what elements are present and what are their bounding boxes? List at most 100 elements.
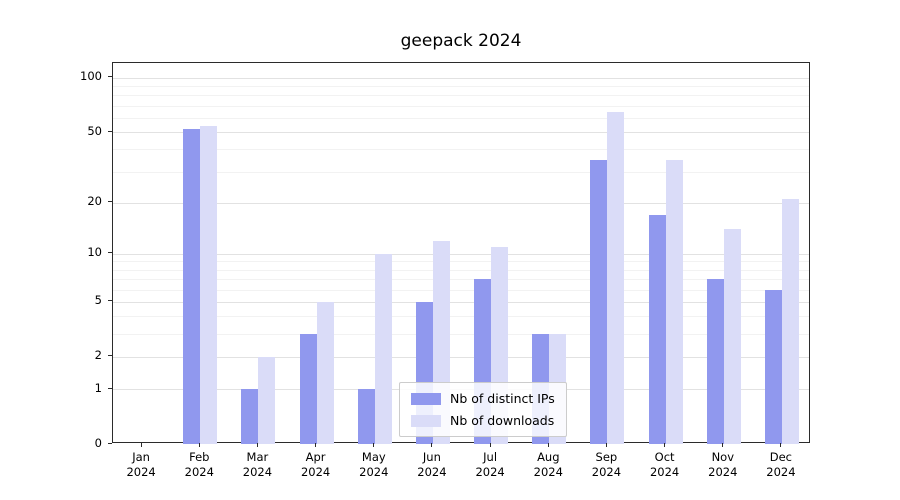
x-tick-month: Sep xyxy=(595,450,618,464)
x-tick-label: Jan 2024 xyxy=(111,450,171,480)
x-tick-label: Nov 2024 xyxy=(693,450,753,480)
bar-downloads-dec xyxy=(781,198,799,444)
x-tick-year: 2024 xyxy=(126,465,156,479)
x-tick-label: Sep 2024 xyxy=(576,450,636,480)
x-tick-month: Mar xyxy=(246,450,269,464)
x-tick-year: 2024 xyxy=(533,465,563,479)
legend-label-distinct-ips: Nb of distinct IPs xyxy=(450,391,555,406)
x-tick-mark xyxy=(547,443,549,447)
x-tick-mark xyxy=(431,443,433,447)
bar-downloads-apr xyxy=(316,301,334,444)
bar-downloads-feb xyxy=(200,126,218,444)
x-tick-label: May 2024 xyxy=(344,450,404,480)
gridline-minor xyxy=(113,334,809,336)
x-tick-label: Feb 2024 xyxy=(169,450,229,480)
chart-title: geepack 2024 xyxy=(400,31,522,51)
bar-downloads-nov xyxy=(723,229,741,444)
plot-area: Nb of distinct IPs Nb of downloads xyxy=(112,62,810,444)
x-tick-year: 2024 xyxy=(242,465,273,479)
x-tick-month: Nov xyxy=(711,450,735,464)
bar-distinct-ips-nov xyxy=(706,279,724,444)
y-tick-label: 2 xyxy=(94,348,102,363)
bar-distinct-ips-oct xyxy=(648,214,666,444)
x-tick-month: Oct xyxy=(654,450,675,464)
y-tick-label: 100 xyxy=(80,69,102,84)
x-tick-month: Jul xyxy=(483,450,498,464)
x-tick-month: Aug xyxy=(537,450,560,464)
legend-item-distinct-ips: Nb of distinct IPs xyxy=(411,391,555,406)
gridline-minor xyxy=(113,117,809,119)
y-tick-mark xyxy=(108,201,112,203)
x-tick-mark xyxy=(664,443,666,447)
y-tick-label: 5 xyxy=(94,293,102,308)
y-tick-mark xyxy=(108,300,112,302)
y-tick-label: 1 xyxy=(94,380,102,395)
x-tick-month: Jun xyxy=(422,450,441,464)
legend-label-downloads: Nb of downloads xyxy=(450,413,555,428)
x-tick-label: Mar 2024 xyxy=(227,450,287,480)
y-tick-mark xyxy=(108,355,112,357)
x-tick-year: 2024 xyxy=(475,465,505,479)
gridline xyxy=(113,202,809,204)
x-tick-mark xyxy=(722,443,724,447)
x-tick-year: 2024 xyxy=(184,465,214,479)
gridline xyxy=(113,77,809,79)
x-tick-label: Aug 2024 xyxy=(518,450,578,480)
x-tick-label: Apr 2024 xyxy=(286,450,346,480)
bar-distinct-ips-may xyxy=(357,389,375,444)
bar-distinct-ips-mar xyxy=(241,389,259,444)
x-tick-month: Jan xyxy=(132,450,150,464)
gridline-minor xyxy=(113,289,809,291)
gridline-minor xyxy=(113,86,809,88)
gridline xyxy=(113,132,809,134)
x-tick-mark xyxy=(780,443,782,447)
x-tick-mark xyxy=(256,443,258,447)
y-tick-mark xyxy=(108,442,112,444)
x-tick-year: 2024 xyxy=(766,465,796,479)
legend-swatch-distinct-ips xyxy=(411,392,441,405)
x-tick-year: 2024 xyxy=(300,465,331,479)
x-tick-mark xyxy=(605,443,607,447)
gridline xyxy=(113,253,809,255)
gridline-minor xyxy=(113,149,809,151)
bar-downloads-mar xyxy=(258,356,276,444)
y-tick-mark xyxy=(108,76,112,78)
bar-distinct-ips-sep xyxy=(590,159,608,444)
gridline xyxy=(113,356,809,358)
y-tick-label: 0 xyxy=(94,435,102,450)
x-tick-mark xyxy=(198,443,200,447)
x-tick-year: 2024 xyxy=(708,465,738,479)
bar-downloads-sep xyxy=(607,111,625,444)
x-tick-year: 2024 xyxy=(591,465,622,479)
legend: Nb of distinct IPs Nb of downloads xyxy=(399,382,567,437)
x-tick-mark xyxy=(140,443,142,447)
x-tick-year: 2024 xyxy=(649,465,680,479)
y-tick-label: 20 xyxy=(87,194,102,209)
gridline-minor xyxy=(113,261,809,263)
bar-downloads-may xyxy=(374,253,392,444)
gridline-minor xyxy=(113,269,809,271)
y-tick-label: 10 xyxy=(87,245,102,260)
bar-downloads-oct xyxy=(665,159,683,444)
x-tick-label: Dec 2024 xyxy=(751,450,811,480)
y-tick-mark xyxy=(108,387,112,389)
legend-swatch-downloads xyxy=(411,414,441,427)
x-tick-mark xyxy=(489,443,491,447)
y-tick-mark xyxy=(108,130,112,132)
gridline-minor xyxy=(113,105,809,107)
gridline-minor xyxy=(113,279,809,281)
legend-item-downloads: Nb of downloads xyxy=(411,413,555,428)
x-tick-year: 2024 xyxy=(417,465,447,479)
bar-distinct-ips-dec xyxy=(764,289,782,444)
x-tick-label: Jun 2024 xyxy=(402,450,462,480)
y-tick-label: 50 xyxy=(87,123,102,138)
y-tick-mark xyxy=(108,252,112,254)
gridline-minor xyxy=(113,95,809,97)
gridline-minor xyxy=(113,171,809,173)
x-tick-month: Feb xyxy=(189,450,210,464)
x-tick-month: May xyxy=(361,450,386,464)
gridline-minor xyxy=(113,316,809,318)
x-tick-month: Apr xyxy=(305,450,326,464)
bar-distinct-ips-apr xyxy=(299,334,317,444)
